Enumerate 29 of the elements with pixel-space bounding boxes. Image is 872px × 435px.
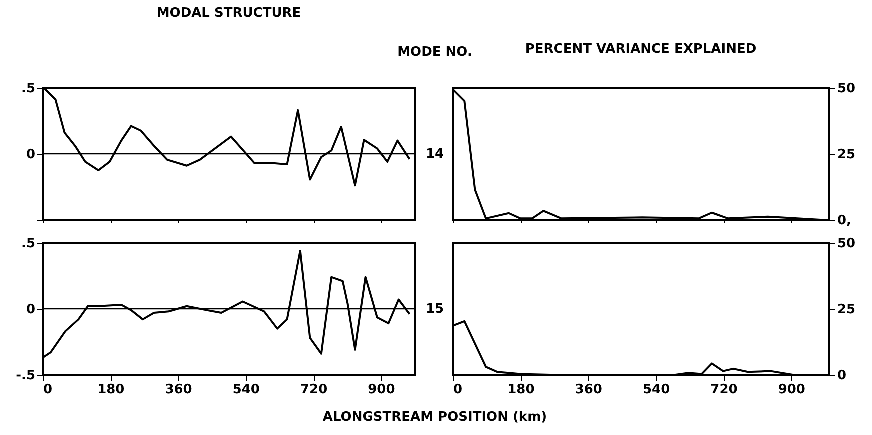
- y-tick-label: -.5: [16, 368, 36, 384]
- x-tick-label: 0: [44, 382, 53, 398]
- x-tick-label: 180: [508, 382, 535, 398]
- y-tick-label: 50: [838, 82, 856, 96]
- text: MODE NO.: [398, 45, 472, 60]
- y-tick-label: .5: [22, 236, 36, 252]
- chart-title: MODAL STRUCTURE: [156, 6, 302, 21]
- x-tick-label: 360: [575, 382, 602, 398]
- y-tick-label: 0: [26, 302, 36, 318]
- text: 14: [426, 147, 444, 162]
- y-tick-label: 25: [838, 148, 856, 162]
- x-tick-label: 900: [368, 382, 396, 398]
- x-axis-title: ALONGSTREAM POSITION (km): [322, 410, 548, 425]
- x-tick-label: 540: [232, 382, 260, 398]
- chart-title: PERCENT VARIANCE EXPLAINED: [525, 42, 757, 57]
- x-tick-label: 360: [165, 382, 192, 398]
- text: 15: [426, 302, 444, 317]
- x-tick-label: 720: [710, 382, 738, 398]
- y-tick-label: 0: [26, 148, 36, 162]
- x-tick-label: 180: [98, 382, 125, 398]
- y-tick-label: 0: [838, 368, 847, 384]
- y-tick-label: .5: [22, 82, 36, 96]
- y-tick-label: 0,: [838, 214, 852, 228]
- y-tick-label: 25: [838, 302, 856, 318]
- y-tick-label: 50: [838, 236, 856, 252]
- x-tick-label: 720: [300, 382, 328, 398]
- x-tick-label: 900: [778, 382, 806, 398]
- x-tick-label: 540: [642, 382, 670, 398]
- x-tick-label: 0: [454, 382, 463, 398]
